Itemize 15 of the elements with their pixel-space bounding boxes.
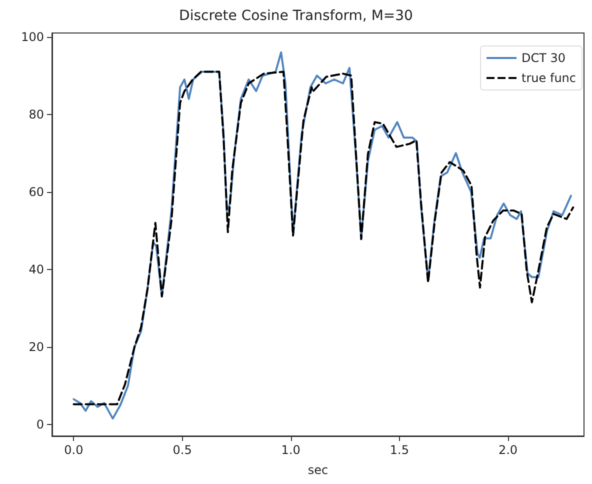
x-axis-title: sec <box>308 463 328 477</box>
y-tick-label: 80 <box>28 107 44 122</box>
x-tick-label: 0.0 <box>64 443 84 457</box>
legend-label: true func <box>522 71 576 85</box>
x-tick-label: 1.5 <box>390 443 409 457</box>
y-tick-label: 100 <box>21 30 44 44</box>
x-tick-label: 1.0 <box>281 443 300 457</box>
x-tick-label: 0.5 <box>172 443 192 457</box>
y-tick-label: 60 <box>28 184 44 199</box>
y-tick-label: 40 <box>28 262 44 276</box>
x-tick-label: 2.0 <box>498 443 518 457</box>
y-tick-label: 20 <box>28 340 44 354</box>
chart-title: Discrete Cosine Transform, M=30 <box>179 8 413 24</box>
legend-label: DCT 30 <box>522 51 566 65</box>
y-tick-label: 0 <box>36 417 44 432</box>
